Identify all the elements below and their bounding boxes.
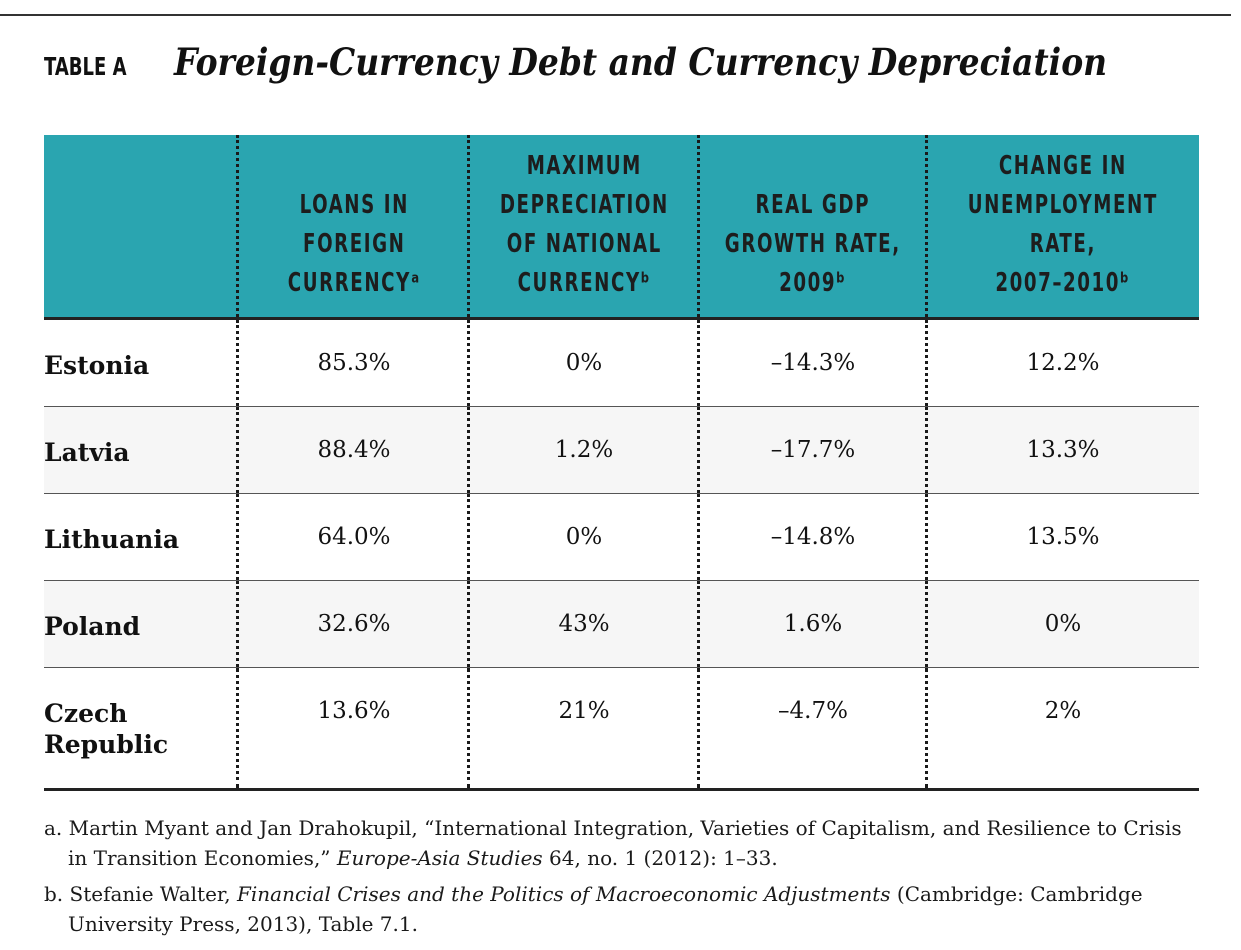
country-name: Czech Republic xyxy=(44,699,169,759)
header-cell-unemployment: CHANGE IN UNEMPLOYMENT RATE, 2007–2010ᵇ xyxy=(927,135,1199,317)
header-cell-gdp: REAL GDP GROWTH RATE, 2009ᵇ xyxy=(699,135,927,317)
column-divider xyxy=(467,581,470,667)
table-row: Czech Republic 13.6% 21% –4.7% 2% xyxy=(44,668,1199,791)
cell-depreciation: 1.2% xyxy=(554,437,614,463)
table-row: Latvia 88.4% 1.2% –17.7% 13.3% xyxy=(44,407,1199,494)
cell-gdp: –14.3% xyxy=(770,350,856,376)
table-row: Poland 32.6% 43% 1.6% 0% xyxy=(44,581,1199,668)
header-depreciation-label: MAXIMUM DEPRECIATION OF NATIONAL CURRENC… xyxy=(499,151,669,298)
column-divider xyxy=(236,135,239,317)
title-row: TABLE A Foreign-Currency Debt and Curren… xyxy=(44,40,1222,100)
cell-unemployment: 12.2% xyxy=(1026,350,1100,376)
cell-unemployment: 13.5% xyxy=(1026,524,1100,550)
footnote-a-journal: Europe-Asia Studies xyxy=(336,846,543,870)
data-table: LOANS IN FOREIGN CURRENCYᵃ MAXIMUM DEPRE… xyxy=(44,135,1199,791)
footnote-a: a. Martin Myant and Jan Drahokupil, “Int… xyxy=(44,813,1194,873)
cell-gdp: –4.7% xyxy=(778,698,848,724)
cell-depreciation: 0% xyxy=(565,350,603,376)
column-divider xyxy=(236,407,239,493)
cell-unemployment: 2% xyxy=(1044,698,1082,724)
column-divider xyxy=(236,320,239,406)
cell-unemployment: 0% xyxy=(1044,611,1082,637)
cell-gdp: 1.6% xyxy=(783,611,843,637)
country-name: Estonia xyxy=(44,351,150,380)
column-divider xyxy=(925,320,928,406)
header-cell-loans: LOANS IN FOREIGN CURRENCYᵃ xyxy=(239,135,469,317)
header-gdp-label: REAL GDP GROWTH RATE, 2009ᵇ xyxy=(725,190,901,298)
header-loans-label: LOANS IN FOREIGN CURRENCYᵃ xyxy=(287,190,421,298)
top-rule xyxy=(0,14,1231,16)
column-divider xyxy=(697,668,700,788)
footnotes: a. Martin Myant and Jan Drahokupil, “Int… xyxy=(44,813,1194,945)
footnote-a-text: a. Martin Myant and Jan Drahokupil, “Int… xyxy=(44,816,1182,870)
cell-loans: 64.0% xyxy=(317,524,391,550)
country-name: Poland xyxy=(44,612,141,641)
column-divider xyxy=(697,581,700,667)
column-divider xyxy=(925,135,928,317)
header-cell-depreciation: MAXIMUM DEPRECIATION OF NATIONAL CURRENC… xyxy=(469,135,699,317)
cell-loans: 13.6% xyxy=(317,698,391,724)
table-title: Foreign-Currency Debt and Currency Depre… xyxy=(174,40,1108,84)
country-name: Lithuania xyxy=(44,525,180,554)
column-divider xyxy=(925,407,928,493)
column-divider xyxy=(467,135,470,317)
cell-unemployment: 13.3% xyxy=(1026,437,1100,463)
column-divider xyxy=(925,668,928,788)
cell-depreciation: 21% xyxy=(558,698,610,724)
cell-loans: 85.3% xyxy=(317,350,391,376)
country-name: Latvia xyxy=(44,438,130,467)
cell-depreciation: 43% xyxy=(558,611,610,637)
cell-loans: 32.6% xyxy=(317,611,391,637)
footnote-b-citation: (Cambridge: Cambridge University Press, … xyxy=(68,882,1143,936)
table-header: LOANS IN FOREIGN CURRENCYᵃ MAXIMUM DEPRE… xyxy=(44,135,1199,320)
cell-gdp: –17.7% xyxy=(770,437,856,463)
column-divider xyxy=(236,668,239,788)
table-row: Lithuania 64.0% 0% –14.8% 13.5% xyxy=(44,494,1199,581)
cell-gdp: –14.8% xyxy=(770,524,856,550)
column-divider xyxy=(697,135,700,317)
column-divider xyxy=(697,320,700,406)
table-row: Estonia 85.3% 0% –14.3% 12.2% xyxy=(44,320,1199,407)
cell-loans: 88.4% xyxy=(317,437,391,463)
column-divider xyxy=(697,494,700,580)
header-unemployment-label: CHANGE IN UNEMPLOYMENT RATE, 2007–2010ᵇ xyxy=(967,151,1159,298)
column-divider xyxy=(467,320,470,406)
footnote-a-citation: 64, no. 1 (2012): 1–33. xyxy=(542,846,778,870)
column-divider xyxy=(236,494,239,580)
column-divider xyxy=(467,494,470,580)
column-divider xyxy=(697,407,700,493)
footnote-b-book: Financial Crises and the Politics of Mac… xyxy=(236,882,891,906)
column-divider xyxy=(925,494,928,580)
table-label: TABLE A xyxy=(44,52,127,81)
cell-depreciation: 0% xyxy=(565,524,603,550)
column-divider xyxy=(467,407,470,493)
column-divider xyxy=(467,668,470,788)
footnote-b: b. Stefanie Walter, Financial Crises and… xyxy=(44,879,1194,939)
footnote-b-text: b. Stefanie Walter, xyxy=(44,882,237,906)
column-divider xyxy=(925,581,928,667)
column-divider xyxy=(236,581,239,667)
